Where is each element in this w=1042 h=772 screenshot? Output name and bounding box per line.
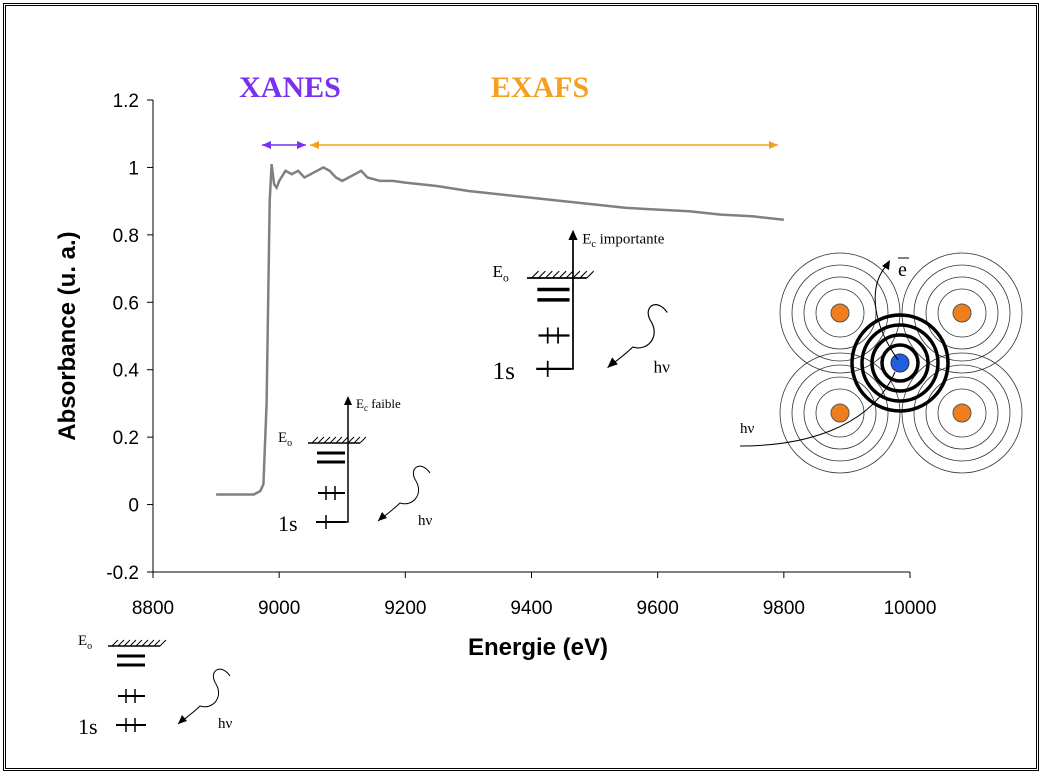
level-label: Eo <box>78 633 92 652</box>
atom <box>953 404 971 422</box>
arrow-head <box>769 141 778 149</box>
x-axis-title: Energie (eV) <box>468 634 608 661</box>
hatch <box>124 640 130 646</box>
arrow-head <box>178 715 187 724</box>
ground-label: 1s <box>278 511 298 536</box>
x-tick-label: 8800 <box>132 598 174 619</box>
photon-label: hν <box>654 357 671 376</box>
hatch <box>160 640 166 646</box>
arrow-head <box>568 230 577 240</box>
level-text: E <box>278 430 287 446</box>
hatch <box>336 437 342 443</box>
hatch <box>154 640 160 646</box>
data-line <box>216 164 784 494</box>
hatch <box>360 437 366 443</box>
level-text: E <box>78 633 87 649</box>
level-text: E <box>493 262 504 281</box>
ejected-text: E <box>356 396 364 411</box>
arrow-head <box>297 141 306 149</box>
y-tick-label: 1 <box>128 158 139 179</box>
hatch <box>354 437 360 443</box>
hatch <box>324 437 330 443</box>
arrow-head <box>310 141 319 149</box>
ejected-desc: importante <box>596 232 665 248</box>
atom <box>953 304 971 322</box>
arrow-head <box>344 396 352 405</box>
y-tick-label: 0.4 <box>113 361 140 382</box>
atom-diagram: e hν <box>740 253 1022 473</box>
x-tick-label: 10000 <box>884 598 937 619</box>
annotation: XANES <box>239 71 341 104</box>
level-subscript: o <box>87 641 92 652</box>
hatch <box>318 437 324 443</box>
hatch <box>580 271 587 278</box>
x-tick-label: 9400 <box>510 598 552 619</box>
level-label: Eo <box>278 430 292 449</box>
atom <box>831 404 849 422</box>
photon-label: hν <box>740 421 755 437</box>
ejected-text: E <box>582 232 591 248</box>
y-tick-label: 0.6 <box>113 293 139 314</box>
hatch <box>539 271 546 278</box>
arrow-head <box>262 141 271 149</box>
y-tick-label: -0.2 <box>106 563 139 584</box>
hatch <box>142 640 148 646</box>
hatch <box>559 271 566 278</box>
level-subscript: o <box>503 272 509 284</box>
y-axis-title: Absorbance (u. a.) <box>54 231 81 440</box>
page: {"chart_data":{"type":"line", "ylabel":"… <box>0 0 1042 772</box>
arrow-head <box>882 260 890 270</box>
hatch <box>348 437 354 443</box>
x-tick-label: 9800 <box>763 598 805 619</box>
ground-label: 1s <box>493 357 516 385</box>
chart: Energie (eV) Absorbance (u. a.) XANES EX… <box>0 0 1042 772</box>
hatch <box>136 640 142 646</box>
ejected-label: Ec faible <box>356 396 401 413</box>
atom <box>831 304 849 322</box>
y-tick-label: 0 <box>128 496 139 517</box>
y-tick-label: 0.8 <box>113 226 139 247</box>
x-tick-label: 9600 <box>637 598 679 619</box>
hatch <box>573 271 580 278</box>
hatch <box>312 437 318 443</box>
electron-label: e <box>898 259 907 281</box>
energy-diagram: Eo 1s hν Ec faible <box>278 396 433 536</box>
hatch <box>130 640 136 646</box>
x-tick-label: 9000 <box>258 598 300 619</box>
photon <box>740 372 895 446</box>
level-subscript: o <box>287 438 292 449</box>
hatch <box>118 640 124 646</box>
hatch <box>342 437 348 443</box>
ejected-desc: faible <box>368 396 401 411</box>
hatch <box>587 271 594 278</box>
annotation: EXAFS <box>491 71 589 104</box>
energy-diagram: Eo 1s hν <box>78 633 233 739</box>
atom <box>891 354 909 372</box>
hatch <box>330 437 336 443</box>
photon-label: hν <box>218 716 233 732</box>
x-tick-label: 9200 <box>384 598 426 619</box>
transition <box>558 234 573 369</box>
photon-label: hν <box>418 513 433 529</box>
hatch <box>552 271 559 278</box>
level-label: Eo <box>493 262 510 285</box>
hatch <box>532 271 539 278</box>
ground-label: 1s <box>78 714 98 739</box>
hatch <box>566 271 573 278</box>
ejected-label: Ec importante <box>582 232 665 250</box>
y-tick-label: 0.2 <box>113 428 139 449</box>
hatch <box>545 271 552 278</box>
hatch <box>148 640 154 646</box>
y-tick-label: 1.2 <box>113 91 139 112</box>
arrow-head <box>608 357 618 367</box>
hatch <box>112 640 118 646</box>
arrow-head <box>378 512 387 521</box>
energy-diagram: Eo 1s hν Ec importante <box>493 230 671 386</box>
